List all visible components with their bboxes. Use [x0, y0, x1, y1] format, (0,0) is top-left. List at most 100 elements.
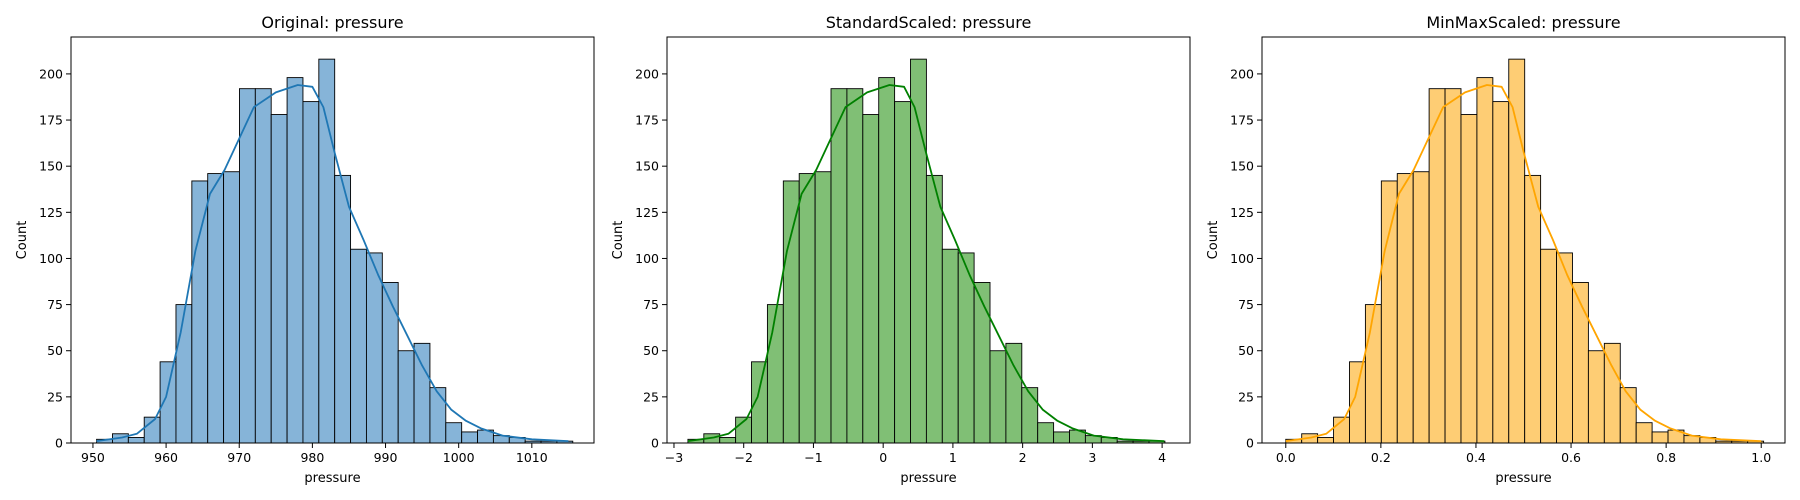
histogram-bar — [429, 387, 447, 444]
histogram-bar — [1444, 88, 1462, 444]
x-tick-label: 1.0 — [1751, 450, 1771, 465]
histogram-bars — [1285, 58, 1765, 444]
histogram-bar — [207, 173, 225, 444]
chart-title: StandardScaled: pressure — [826, 13, 1032, 32]
histogram-bar — [1476, 77, 1494, 444]
axes-frame — [1261, 36, 1786, 444]
y-tick-label: 50 — [643, 343, 659, 358]
y-tick-label: 175 — [1230, 113, 1254, 128]
histogram-bar — [1317, 437, 1335, 444]
y-tick-label: 150 — [635, 159, 659, 174]
histogram-bar — [1460, 114, 1478, 444]
x-axis-label: pressure — [304, 471, 360, 486]
axes-frame — [70, 36, 595, 444]
histogram-bar — [191, 180, 209, 444]
y-tick-label: 25 — [1238, 389, 1254, 404]
histogram-bar — [1619, 387, 1637, 444]
histogram-bar — [127, 437, 145, 444]
y-tick-label: 25 — [643, 389, 659, 404]
histogram-bar — [1428, 88, 1446, 444]
y-tick-label: 0 — [651, 436, 659, 451]
y-tick-label: 200 — [1230, 66, 1254, 81]
x-axis-label: pressure — [900, 471, 956, 486]
histogram-bar — [830, 88, 848, 444]
histogram-bar — [862, 114, 880, 444]
x-tick-label: 1000 — [443, 450, 475, 465]
y-axis-label: Count — [15, 221, 30, 260]
kde-line — [1285, 84, 1762, 443]
x-tick-label: 3 — [1088, 450, 1096, 465]
histogram-bar — [254, 88, 272, 444]
x-tick-label: 0.0 — [1276, 450, 1296, 465]
x-tick-label: 0 — [879, 450, 887, 465]
y-tick-label: 50 — [47, 343, 63, 358]
histogram-bar — [350, 248, 367, 444]
y-tick-label: 75 — [47, 297, 63, 312]
y-tick-label: 75 — [643, 297, 659, 312]
histogram-bar — [1380, 180, 1398, 444]
y-tick-label: 175 — [39, 113, 63, 128]
x-tick-label: 980 — [300, 450, 324, 465]
x-tick-label: 2 — [1019, 450, 1027, 465]
chart-panel-2: −3 −2 −1 0 1 2 3 4 0 25 50 75 100 125 150 175 200 Standar… — [611, 13, 1191, 486]
histogram-bars — [687, 58, 1166, 444]
histogram-bar — [302, 101, 320, 444]
histogram-bar — [270, 114, 288, 444]
chart-title: MinMaxScaled: pressure — [1426, 13, 1620, 32]
histogram-bar — [910, 58, 927, 444]
y-tick-label: 100 — [1230, 251, 1254, 266]
x-tick-label: −1 — [804, 450, 822, 465]
y-tick-label: 125 — [1230, 205, 1254, 220]
histogram-bar — [894, 101, 911, 444]
histogram-bar — [1508, 58, 1526, 444]
histogram-bar — [1005, 342, 1023, 444]
axes-frame — [666, 36, 1191, 444]
histogram-bar — [846, 88, 864, 444]
histogram-bar — [1635, 422, 1653, 444]
x-tick-label: 4 — [1158, 450, 1166, 465]
x-tick-label: 0.6 — [1561, 450, 1581, 465]
y-tick-label: 25 — [47, 389, 63, 404]
histogram-bar — [334, 174, 352, 444]
histogram-bar — [925, 174, 943, 444]
y-tick-label: 100 — [635, 251, 659, 266]
histogram-bar — [1021, 387, 1039, 444]
histogram-bar — [798, 173, 816, 444]
histogram-bar — [1492, 101, 1510, 444]
y-tick-label: 0 — [55, 436, 63, 451]
histogram-bar — [941, 248, 959, 444]
y-tick-label: 200 — [39, 66, 63, 81]
kde-line — [687, 84, 1165, 443]
histogram-bar — [878, 77, 896, 444]
histogram-bar — [1524, 174, 1542, 444]
x-tick-label: 960 — [154, 450, 178, 465]
histogram-bar — [1603, 342, 1621, 444]
histogram-bar — [365, 252, 383, 444]
histogram-bar — [175, 304, 193, 444]
histogram-bar — [973, 282, 991, 444]
histogram-bar — [1396, 173, 1414, 444]
histogram-bar — [1572, 282, 1589, 444]
y-tick-label: 0 — [1246, 436, 1254, 451]
kde-line — [96, 84, 569, 443]
y-tick-label: 200 — [635, 66, 659, 81]
histogram-bar — [1412, 171, 1430, 444]
x-axis-label: pressure — [1495, 471, 1551, 486]
x-tick-label: 0.4 — [1466, 450, 1486, 465]
histogram-bar — [413, 342, 431, 444]
y-tick-label: 100 — [39, 251, 63, 266]
y-tick-label: 150 — [39, 159, 63, 174]
y-axis-label: Count — [611, 221, 626, 260]
histogram-bar — [1364, 304, 1382, 444]
histogram-bar — [1540, 248, 1557, 444]
histogram-bar — [1651, 431, 1669, 444]
histogram-bar — [461, 431, 478, 444]
x-tick-label: −2 — [734, 450, 752, 465]
y-tick-label: 75 — [1238, 297, 1254, 312]
histogram-bar — [814, 171, 832, 444]
histogram-bar — [1587, 350, 1605, 444]
x-tick-label: 970 — [227, 450, 251, 465]
histogram-bar — [766, 304, 784, 444]
histogram-bar — [318, 58, 336, 444]
histogram-bar — [239, 88, 256, 444]
